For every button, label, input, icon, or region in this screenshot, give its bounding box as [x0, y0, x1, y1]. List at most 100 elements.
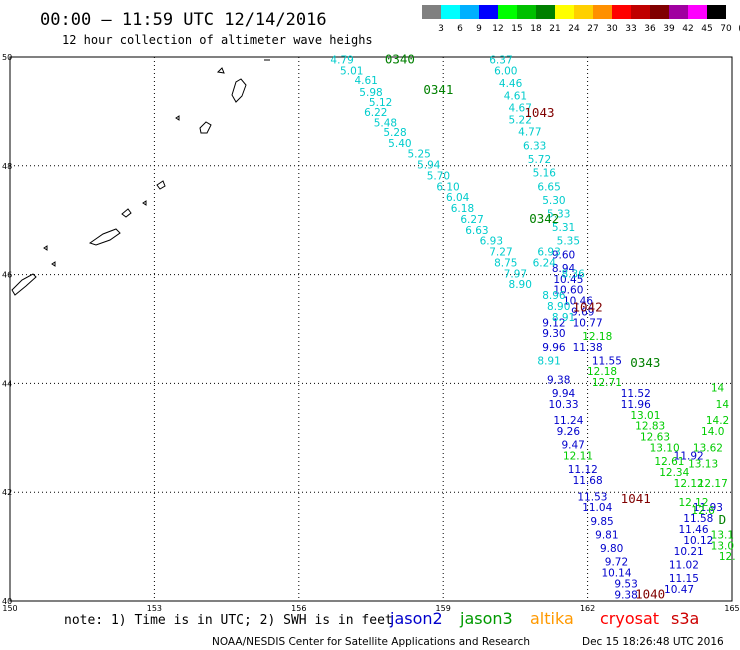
data-point-label: 4.61 — [354, 75, 377, 87]
data-point-label: 5.40 — [388, 138, 411, 150]
colorbar-swatch — [688, 5, 707, 19]
data-point-label: 12.17 — [698, 478, 728, 490]
data-point-label: 14.2 — [706, 415, 729, 427]
pass-time-label: 0343 — [630, 355, 660, 370]
axis-tick-labels: 150 153 156 159 162 165 50 48 46 44 42 40 — [2, 53, 740, 613]
colorbar-label: 30 — [606, 24, 618, 34]
data-point-label: 6.04 — [446, 192, 470, 204]
data-point-label: 5.35 — [557, 236, 580, 248]
island-shape — [199, 121, 212, 134]
data-point-label: 11.15 — [669, 573, 699, 585]
data-point-label: 9.12 — [542, 317, 565, 329]
data-point-label: 8.90 — [509, 279, 532, 291]
data-point-label: 12.12 — [674, 478, 704, 490]
colorbar-swatch — [650, 5, 669, 19]
data-point-label: 11.55 — [592, 355, 622, 367]
data-point-label: 9.80 — [600, 543, 623, 555]
data-point-label: 12.18 — [587, 366, 617, 378]
y-tick-label: 42 — [2, 488, 12, 497]
data-point-label: 10.33 — [549, 399, 579, 411]
x-tick-label: 159 — [436, 604, 451, 613]
y-tick-label: 50 — [2, 53, 12, 62]
chart-title: 00:00 – 11:59 UTC 12/14/2016 — [40, 10, 327, 30]
colorbar-swatch — [479, 5, 498, 19]
colorbar-swatch — [574, 5, 593, 19]
data-point-label: 6.24 — [533, 257, 557, 269]
footer-note: note: 1) Time is in UTC; 2) SWH is in fe… — [64, 613, 393, 628]
data-point-label: 5.01 — [340, 65, 363, 77]
data-point-label: 9.94 — [552, 388, 576, 400]
data-point-label: 12.6 — [691, 505, 715, 517]
colorbar-label: 15 — [511, 24, 522, 34]
colorbar-swatch — [555, 5, 574, 19]
data-point-label: 8.75 — [494, 257, 517, 269]
colorbar-swatch — [536, 5, 555, 19]
data-point-label: 14 — [716, 399, 730, 411]
footer-timestamp: Dec 15 18:26:48 UTC 2016 — [582, 636, 724, 648]
data-point-label: 5.30 — [542, 195, 565, 207]
data-point-label: 6.10 — [436, 181, 459, 193]
data-point-label: 5.70 — [427, 170, 450, 182]
series-swath-cyan: 4.795.014.615.985.126.225.485.285.405.25… — [330, 55, 585, 368]
colorbar-swatch — [441, 5, 460, 19]
data-point-label: 11.46 — [678, 524, 708, 536]
colorbar-swatch — [669, 5, 688, 19]
data-point-label: 13.01 — [630, 410, 660, 422]
data-point-label: 4.61 — [504, 90, 527, 102]
colorbar-swatch — [517, 5, 536, 19]
data-point-label: 6.33 — [523, 140, 546, 152]
legend-item-jason3: jason3 — [459, 609, 513, 628]
colorbar-label: 45 — [701, 24, 712, 34]
data-point-label: 12.11 — [563, 451, 593, 463]
data-point-label: 11.02 — [669, 559, 699, 571]
legend-item-jason2: jason2 — [389, 609, 443, 628]
data-point-label: 11.96 — [621, 399, 651, 411]
colorbar-label: 39 — [663, 24, 675, 34]
colorbar-label: 3 — [438, 24, 444, 34]
island-shape — [231, 78, 247, 103]
satellite-legend: jason2 jason3 altika cryosat s3a — [389, 609, 699, 628]
colorbar-swatch — [612, 5, 631, 19]
data-point-label: 4.46 — [499, 78, 523, 90]
plot-frame — [9, 56, 733, 602]
data-point-label: 8.91 — [552, 312, 575, 324]
data-point-label: 12. — [719, 551, 736, 563]
data-point-label: 5.16 — [533, 168, 557, 180]
data-point-label: 11.68 — [573, 475, 603, 487]
data-point-label: 8.90 — [547, 301, 570, 313]
data-point-label: 7.27 — [489, 247, 512, 259]
chart-subtitle: 12 hour collection of altimeter wave hei… — [62, 33, 373, 47]
island-shape — [175, 115, 180, 121]
data-point-label: 5.31 — [552, 222, 575, 234]
pass-time-label: 0340 — [385, 52, 415, 67]
colorbar-label: 36 — [644, 24, 656, 34]
data-point-label: 9.85 — [590, 516, 613, 528]
data-point-label: 5.98 — [359, 87, 382, 99]
data-point-label: 8.91 — [537, 355, 560, 367]
colorbar-label: 21 — [549, 24, 560, 34]
data-point-label: 5.72 — [528, 154, 551, 166]
data-point-label: 6.22 — [364, 107, 387, 119]
data-point-label: 13.62 — [693, 442, 723, 454]
y-tick-label: 48 — [2, 162, 12, 171]
colorbar-label: 9 — [476, 24, 482, 34]
island-shape — [11, 273, 37, 296]
x-tick-label: 156 — [291, 604, 306, 613]
data-point-label: 9.81 — [595, 529, 618, 541]
data-point-label: 9.38 — [547, 374, 570, 386]
data-point-label: 12.61 — [654, 456, 684, 468]
data-point-label: 11.12 — [568, 464, 598, 476]
data-point-label: 8.96 — [542, 290, 566, 302]
data-point-label: 9.47 — [561, 440, 584, 452]
coastline — [11, 59, 270, 296]
data-point-label: 10.45 — [553, 274, 583, 286]
legend-item-s3a: s3a — [671, 609, 699, 628]
data-point-label: 9.38 — [614, 589, 637, 601]
data-point-label: 6.63 — [465, 225, 488, 237]
data-point-label: 7.97 — [504, 268, 527, 280]
colorbar-label: 6 — [457, 24, 463, 34]
